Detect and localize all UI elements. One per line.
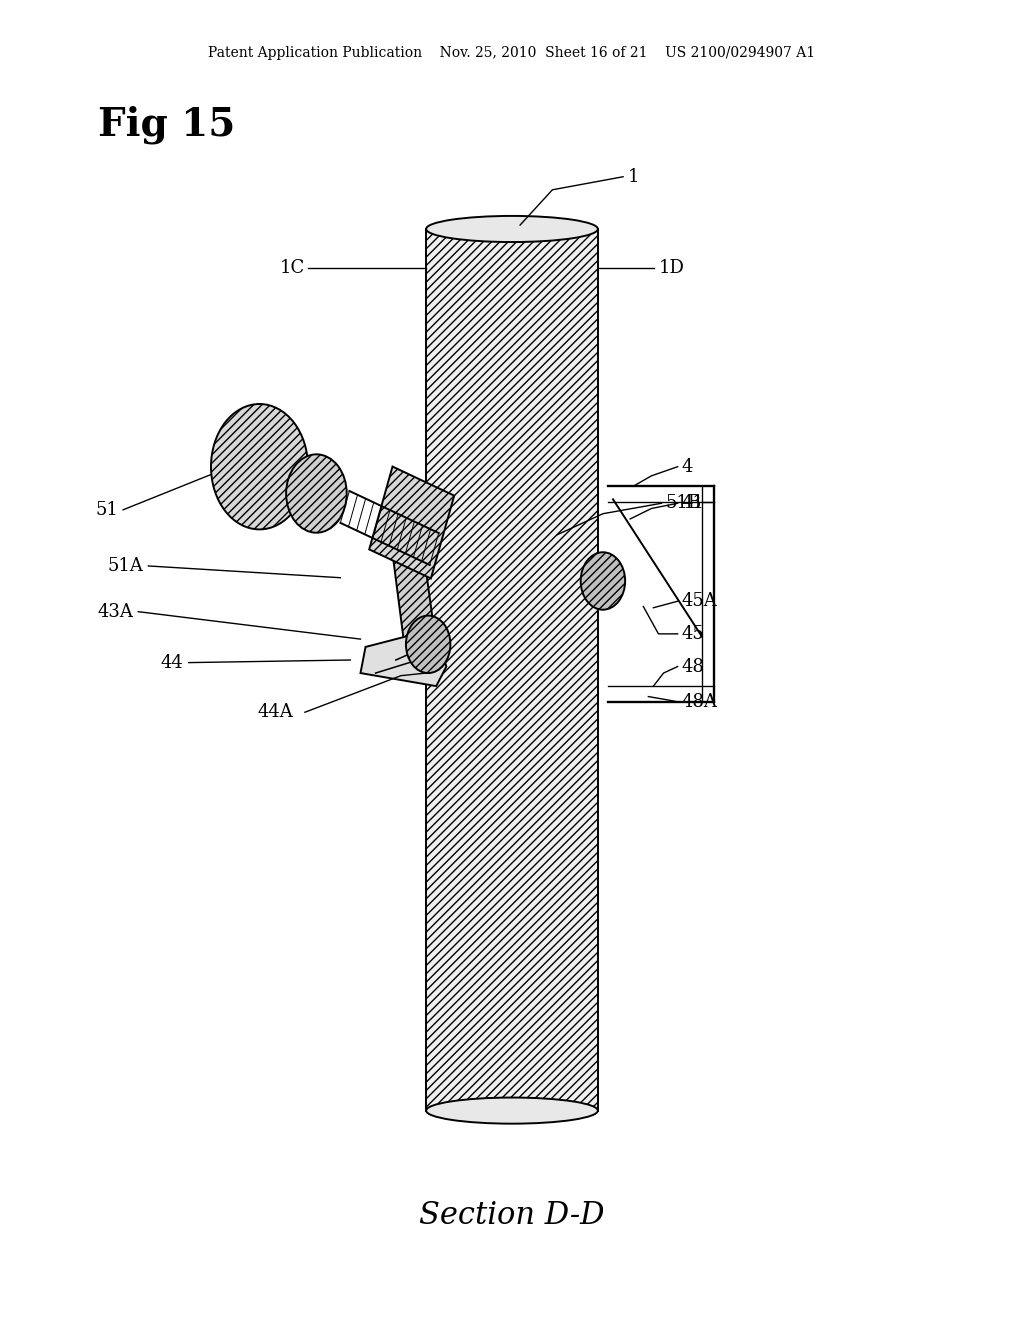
Ellipse shape [426, 1097, 598, 1123]
Text: Section D-D: Section D-D [419, 1200, 605, 1230]
Circle shape [211, 404, 308, 529]
Polygon shape [340, 491, 438, 565]
Text: 1: 1 [628, 168, 640, 186]
Text: 4: 4 [682, 458, 693, 475]
Text: 1D: 1D [658, 259, 684, 277]
Text: Patent Application Publication    Nov. 25, 2010  Sheet 16 of 21    US 2100/02949: Patent Application Publication Nov. 25, … [209, 46, 815, 59]
Circle shape [286, 454, 347, 533]
Circle shape [406, 615, 451, 673]
Text: Fig 15: Fig 15 [98, 106, 236, 144]
Polygon shape [370, 466, 455, 578]
Text: 44: 44 [161, 653, 183, 672]
Bar [426, 228, 598, 1110]
Text: 45A: 45A [682, 593, 718, 610]
Circle shape [581, 552, 625, 610]
Text: 45: 45 [682, 624, 705, 643]
Text: 48: 48 [682, 657, 705, 676]
Ellipse shape [426, 216, 598, 242]
Text: 51: 51 [95, 500, 118, 519]
Text: 41: 41 [682, 494, 705, 512]
Text: 43A: 43A [97, 603, 133, 620]
Polygon shape [360, 634, 446, 686]
Text: 1C: 1C [280, 259, 305, 277]
Text: 51A: 51A [108, 557, 143, 576]
Text: 44A: 44A [257, 704, 293, 721]
Text: 48A: 48A [682, 693, 718, 710]
Text: 51B: 51B [666, 494, 701, 512]
Polygon shape [391, 540, 438, 673]
